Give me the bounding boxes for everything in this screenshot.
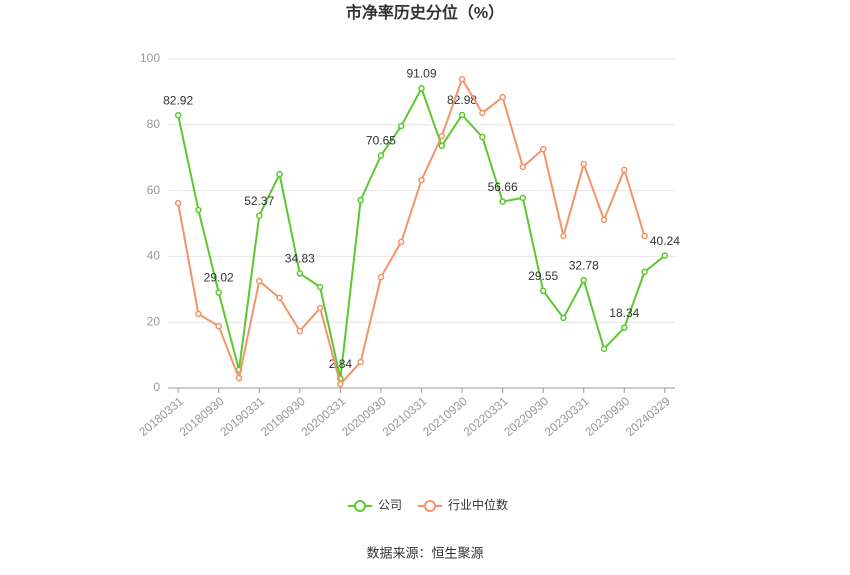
point (235, 374, 243, 382)
point (195, 206, 202, 214)
y-tick-label: 0 (153, 380, 160, 394)
point (641, 268, 648, 276)
data-label: 32.78 (569, 258, 599, 272)
point (560, 232, 567, 240)
y-tick-label: 40 (147, 249, 161, 263)
data-label: 18.34 (609, 306, 639, 320)
point (438, 142, 446, 150)
x-tick-label: 20240329 (623, 394, 673, 439)
point (458, 111, 466, 119)
point (418, 176, 425, 184)
chart-title: 市净率历史分位（%） (346, 3, 504, 22)
data-label: 82.98 (447, 93, 477, 107)
data-label: 70.65 (366, 134, 396, 148)
point (499, 93, 506, 101)
point (560, 314, 567, 322)
legend-marker (354, 500, 366, 512)
point (256, 212, 263, 219)
point (621, 166, 628, 174)
data-label: 2.84 (329, 357, 353, 371)
point (438, 132, 446, 140)
point (580, 276, 587, 284)
data-label: 56.66 (488, 180, 518, 194)
point (621, 324, 628, 331)
source-note: 数据来源：恒生聚源 (366, 545, 483, 560)
data-label: 29.55 (528, 269, 558, 283)
point (539, 287, 547, 295)
point (174, 111, 182, 119)
point (316, 283, 324, 291)
legend-marker (424, 500, 437, 512)
point (479, 133, 486, 141)
point (316, 304, 324, 312)
point (661, 252, 669, 259)
point (195, 310, 202, 318)
point (256, 277, 263, 285)
point (600, 216, 608, 224)
point (296, 327, 304, 335)
point (296, 270, 304, 277)
point (276, 170, 283, 178)
point (215, 289, 222, 296)
point (519, 194, 527, 202)
point (377, 152, 385, 159)
point (397, 238, 405, 246)
point (397, 122, 405, 130)
point (499, 198, 506, 205)
point (174, 199, 182, 207)
point (377, 273, 385, 281)
data-label: 82.92 (163, 93, 193, 107)
data-label: 52.37 (244, 194, 274, 208)
legend-label: 公司 (378, 498, 402, 512)
data-label: 29.02 (204, 271, 234, 285)
point (215, 322, 222, 330)
point (357, 196, 364, 204)
series-line (177, 76, 646, 387)
point (539, 145, 547, 153)
point (276, 294, 283, 302)
point (337, 380, 344, 388)
point (519, 163, 527, 171)
y-tick-label: 80 (147, 117, 161, 131)
series-line (177, 85, 666, 379)
point (600, 345, 608, 353)
point (580, 160, 587, 168)
point (357, 358, 364, 366)
point (641, 232, 648, 240)
data-label: 34.83 (285, 252, 315, 266)
y-tick-label: 20 (147, 314, 161, 328)
data-label: 40.24 (650, 234, 680, 248)
point (418, 85, 425, 92)
legend-label: 行业中位数 (448, 497, 508, 512)
data-label: 91.09 (406, 66, 436, 80)
point (458, 75, 466, 83)
y-tick-label: 60 (147, 183, 161, 197)
point (479, 109, 486, 117)
y-tick-label: 100 (140, 51, 160, 65)
